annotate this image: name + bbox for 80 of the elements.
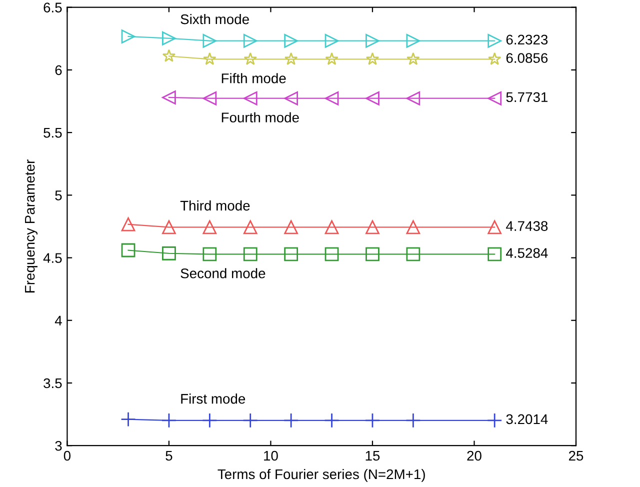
point <box>120 412 136 427</box>
point <box>488 220 502 234</box>
data-label: 3.2014 <box>506 414 548 424</box>
point <box>244 52 258 65</box>
point <box>284 34 298 48</box>
point <box>406 412 421 428</box>
y-tick-label: 5.5 <box>44 128 62 138</box>
point <box>406 247 420 262</box>
x-tick-label: 15 <box>366 450 380 461</box>
y-tick-label: 6.5 <box>44 2 62 12</box>
point <box>366 91 380 106</box>
point <box>366 34 380 48</box>
point <box>121 30 136 44</box>
point <box>284 52 298 65</box>
point <box>325 52 338 65</box>
point <box>203 52 216 65</box>
point <box>162 49 176 62</box>
point <box>284 91 298 106</box>
point <box>324 220 339 234</box>
point <box>162 31 176 46</box>
point <box>366 220 380 234</box>
y-tick-label: 5 <box>55 190 62 200</box>
point <box>324 412 340 428</box>
point <box>486 412 502 428</box>
x-axis-title: Terms of Fourier series (N=2M+1) <box>218 468 425 482</box>
point <box>284 220 298 234</box>
point <box>243 220 258 234</box>
point <box>283 412 299 428</box>
x-tick-label: 20 <box>467 450 482 461</box>
y-tick-label: 4 <box>54 316 62 326</box>
point <box>284 247 298 262</box>
point <box>406 52 420 65</box>
y-axis-title: Frequency Parameter <box>25 160 38 292</box>
series-label: Sixth mode <box>180 14 249 24</box>
x-tick-label: 5 <box>166 450 172 461</box>
point <box>121 217 136 232</box>
point <box>243 247 258 262</box>
point <box>406 220 420 234</box>
point <box>366 247 380 262</box>
point <box>406 91 420 106</box>
data-label: 4.5284 <box>506 248 548 258</box>
data-label: 6.0856 <box>506 53 548 63</box>
point <box>202 247 217 262</box>
point <box>242 412 258 428</box>
series-label: First mode <box>181 394 246 404</box>
point <box>202 91 217 106</box>
point <box>162 220 176 234</box>
point <box>243 91 258 106</box>
series-label: Fifth mode <box>222 73 286 84</box>
point <box>243 34 258 48</box>
y-tick-label: 6 <box>55 65 62 76</box>
point <box>488 52 502 65</box>
point <box>162 90 176 104</box>
point <box>202 220 217 234</box>
point <box>406 34 420 48</box>
x-tick-label: 10 <box>264 450 278 461</box>
series-label: Second mode <box>180 268 266 278</box>
point <box>161 412 177 428</box>
point <box>121 243 136 258</box>
series-label: Third mode <box>180 200 250 211</box>
y-tick-label: 4.5 <box>43 253 62 263</box>
point <box>162 246 176 260</box>
series-label: Fourth mode <box>222 112 299 122</box>
point <box>202 34 217 48</box>
point <box>488 247 502 262</box>
point <box>324 34 339 48</box>
point <box>364 412 380 428</box>
y-tick-label: 3.5 <box>44 378 62 388</box>
point <box>202 412 218 428</box>
point <box>366 52 380 65</box>
point <box>488 91 502 106</box>
x-tick-label: 0 <box>64 450 71 461</box>
x-tick-label: 25 <box>568 450 584 461</box>
point <box>488 34 502 48</box>
point <box>324 247 339 262</box>
point <box>324 91 339 106</box>
data-label: 5.7731 <box>506 92 548 102</box>
data-label: 6.2323 <box>506 34 548 45</box>
y-tick-label: 3 <box>55 440 62 451</box>
data-label: 4.7438 <box>506 221 548 231</box>
